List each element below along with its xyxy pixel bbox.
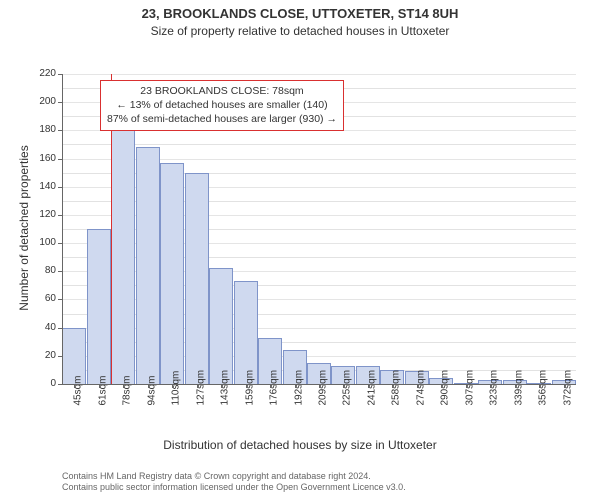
gridline	[62, 74, 576, 75]
x-axis-label: Distribution of detached houses by size …	[0, 438, 600, 452]
xtick-label: 176sqm	[269, 398, 280, 406]
ytick-label: 120	[32, 209, 56, 220]
chart-title-line2: Size of property relative to detached ho…	[0, 24, 600, 38]
xtick-label: 110sqm	[171, 398, 182, 406]
ytick-label: 100	[32, 237, 56, 248]
xtick-label: 127sqm	[195, 398, 206, 406]
annotation-box: 23 BROOKLANDS CLOSE: 78sqm ← 13% of deta…	[100, 80, 344, 131]
ytick-label: 80	[32, 265, 56, 276]
ytick-label: 140	[32, 181, 56, 192]
xtick-label: 159sqm	[244, 398, 255, 406]
gridline-minor	[62, 144, 576, 145]
xtick-label: 45sqm	[73, 398, 84, 406]
annotation-line3: 87% of semi-detached houses are larger (…	[107, 112, 337, 126]
xtick-label: 372sqm	[562, 398, 573, 406]
ytick-label: 160	[32, 153, 56, 164]
ytick-label: 200	[32, 96, 56, 107]
xtick-label: 356sqm	[538, 398, 549, 406]
chart-title-line1: 23, BROOKLANDS CLOSE, UTTOXETER, ST14 8U…	[0, 6, 600, 21]
ytick-label: 20	[32, 350, 56, 361]
histogram-bar	[209, 268, 233, 384]
histogram-bar	[160, 163, 184, 384]
xtick-label: 209sqm	[318, 398, 329, 406]
y-axis-label: Number of detached properties	[17, 128, 31, 328]
histogram-bar	[185, 173, 209, 384]
xtick-label: 274sqm	[415, 398, 426, 406]
ytick-label: 60	[32, 293, 56, 304]
xtick-label: 307sqm	[464, 398, 475, 406]
chart-container: { "title_line1": "23, BROOKLANDS CLOSE, …	[0, 0, 600, 500]
ytick-label: 0	[32, 378, 56, 389]
histogram-bar	[234, 281, 258, 384]
ytick-label: 40	[32, 322, 56, 333]
ytick-label: 220	[32, 68, 56, 79]
footer-attribution: Contains HM Land Registry data © Crown c…	[62, 471, 406, 494]
histogram-bar	[136, 147, 160, 384]
histogram-bar	[111, 130, 135, 384]
xtick-label: 258sqm	[391, 398, 402, 406]
y-axis	[62, 74, 63, 384]
xtick-label: 323sqm	[489, 398, 500, 406]
xtick-label: 241sqm	[366, 398, 377, 406]
xtick-label: 78sqm	[122, 398, 133, 406]
x-axis	[62, 384, 576, 385]
xtick-label: 61sqm	[97, 398, 108, 406]
xtick-label: 339sqm	[513, 398, 524, 406]
xtick-label: 225sqm	[342, 398, 353, 406]
ytick-label: 180	[32, 124, 56, 135]
histogram-bar	[87, 229, 111, 384]
annotation-line1: 23 BROOKLANDS CLOSE: 78sqm	[107, 84, 337, 98]
xtick-label: 143sqm	[220, 398, 231, 406]
annotation-line2: ← 13% of detached houses are smaller (14…	[107, 98, 337, 112]
xtick-label: 290sqm	[440, 398, 451, 406]
xtick-label: 94sqm	[146, 398, 157, 406]
xtick-label: 192sqm	[293, 398, 304, 406]
